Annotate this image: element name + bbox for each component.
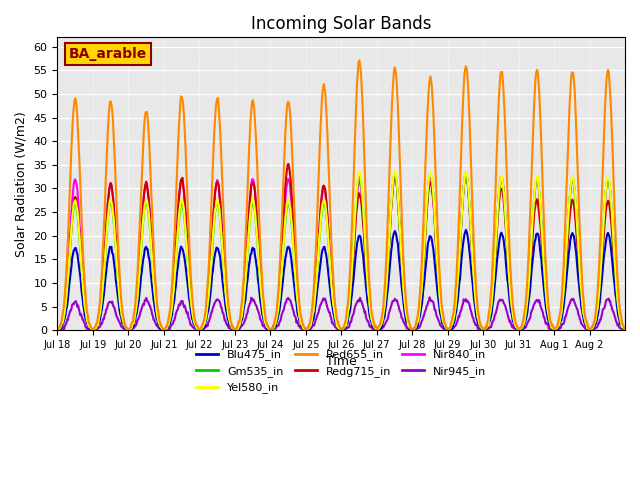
- Blu475_in: [54, 327, 61, 333]
- Redg715_in: [253, 211, 260, 216]
- Nir840_in: [302, 327, 310, 333]
- Red655_in: [355, 58, 363, 63]
- Nir945_in: [400, 320, 408, 325]
- Redg715_in: [225, 311, 232, 317]
- Legend: Blu475_in, Gm535_in, Yel580_in, Red655_in, Redg715_in, Nir840_in, Nir945_in: Blu475_in, Gm535_in, Yel580_in, Red655_i…: [191, 345, 491, 398]
- Redg715_in: [621, 326, 629, 332]
- Red655_in: [54, 326, 61, 332]
- Redg715_in: [120, 321, 128, 327]
- Title: Incoming Solar Bands: Incoming Solar Bands: [251, 15, 431, 33]
- Blu475_in: [274, 314, 282, 320]
- Yel580_in: [621, 326, 629, 332]
- Nir840_in: [274, 304, 282, 310]
- Nir840_in: [621, 326, 629, 332]
- Redg715_in: [515, 327, 523, 333]
- X-axis label: Time: Time: [326, 355, 356, 369]
- Gm535_in: [621, 326, 629, 332]
- Redg715_in: [401, 296, 408, 301]
- Red655_in: [120, 317, 128, 323]
- Line: Nir945_in: Nir945_in: [58, 297, 625, 330]
- Line: Blu475_in: Blu475_in: [58, 230, 625, 330]
- Nir840_in: [401, 297, 408, 303]
- Line: Gm535_in: Gm535_in: [58, 174, 625, 330]
- Yel580_in: [54, 327, 61, 333]
- Redg715_in: [433, 247, 440, 252]
- Nir840_in: [54, 327, 61, 333]
- Red655_in: [621, 326, 629, 332]
- Line: Yel580_in: Yel580_in: [58, 171, 625, 330]
- Yel580_in: [253, 227, 260, 232]
- Red655_in: [401, 277, 408, 283]
- Nir840_in: [120, 320, 128, 326]
- Yel580_in: [401, 296, 408, 302]
- Nir840_in: [253, 208, 260, 214]
- Yel580_in: [274, 308, 282, 314]
- Blu475_in: [400, 303, 408, 309]
- Nir945_in: [253, 303, 260, 309]
- Redg715_in: [54, 327, 61, 333]
- Yel580_in: [120, 322, 128, 328]
- Nir840_in: [462, 171, 470, 177]
- Blu475_in: [120, 324, 128, 329]
- Gm535_in: [225, 312, 232, 318]
- Nir945_in: [621, 327, 629, 333]
- Blu475_in: [432, 268, 440, 274]
- Red655_in: [274, 293, 282, 299]
- Redg715_in: [284, 161, 292, 167]
- Redg715_in: [274, 302, 282, 308]
- Text: BA_arable: BA_arable: [68, 47, 147, 61]
- Red655_in: [443, 326, 451, 332]
- Nir945_in: [426, 294, 433, 300]
- Blu475_in: [253, 262, 260, 268]
- Red655_in: [253, 147, 260, 153]
- Nir840_in: [433, 245, 440, 251]
- Nir945_in: [433, 312, 440, 318]
- Nir945_in: [120, 326, 128, 332]
- Gm535_in: [253, 228, 260, 234]
- Y-axis label: Solar Radiation (W/m2): Solar Radiation (W/m2): [15, 111, 28, 257]
- Blu475_in: [225, 318, 232, 324]
- Gm535_in: [274, 309, 282, 315]
- Gm535_in: [120, 322, 128, 328]
- Gm535_in: [54, 327, 61, 333]
- Gm535_in: [400, 287, 408, 293]
- Red655_in: [225, 301, 232, 307]
- Blu475_in: [621, 327, 629, 333]
- Nir945_in: [274, 323, 282, 329]
- Nir840_in: [225, 311, 232, 317]
- Blu475_in: [462, 227, 470, 233]
- Line: Red655_in: Red655_in: [58, 60, 625, 329]
- Line: Nir840_in: Nir840_in: [58, 174, 625, 330]
- Gm535_in: [432, 230, 440, 236]
- Nir945_in: [54, 327, 61, 333]
- Yel580_in: [433, 242, 440, 248]
- Nir945_in: [225, 324, 232, 330]
- Yel580_in: [225, 312, 232, 318]
- Red655_in: [433, 191, 440, 196]
- Gm535_in: [462, 171, 470, 177]
- Yel580_in: [391, 168, 399, 174]
- Line: Redg715_in: Redg715_in: [58, 164, 625, 330]
